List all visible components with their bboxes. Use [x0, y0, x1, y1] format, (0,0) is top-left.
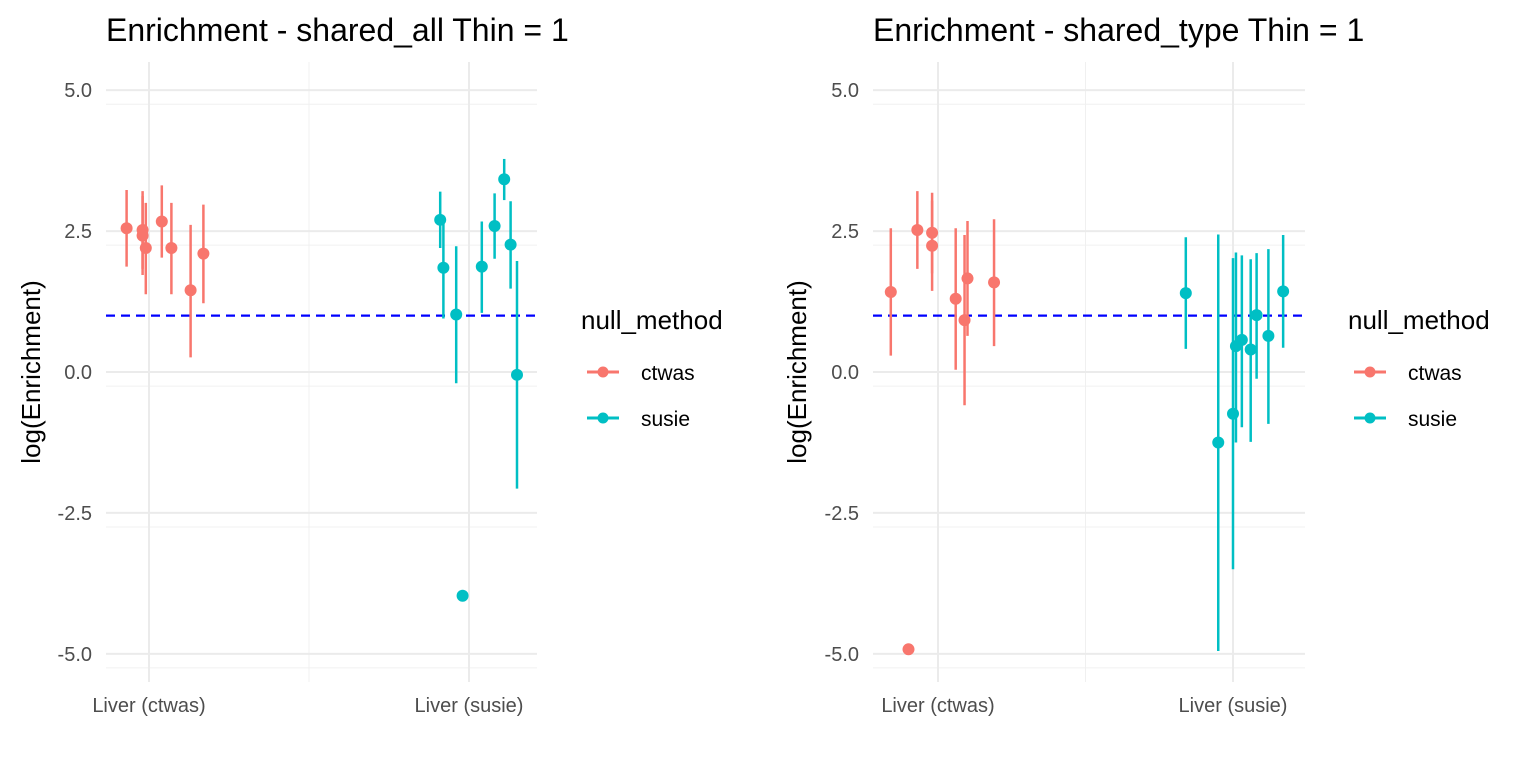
- x-tick-labels: Liver (ctwas) Liver (susie): [92, 695, 523, 717]
- data-marks: [884, 191, 1290, 656]
- data-point: [1244, 343, 1257, 356]
- data-point: [1212, 436, 1225, 449]
- y-tick-label: 5.0: [831, 80, 859, 102]
- series-ctwas: [120, 185, 210, 358]
- data-point: [1179, 287, 1192, 300]
- legend-key-point: [1364, 366, 1376, 378]
- y-tick-label: 5.0: [64, 80, 92, 102]
- data-point: [184, 284, 197, 297]
- data-point: [437, 261, 450, 274]
- x-tick-label: Liver (ctwas): [881, 695, 994, 717]
- y-tick-label: 0.0: [831, 362, 859, 384]
- data-point: [884, 285, 897, 298]
- data-point: [911, 223, 924, 236]
- y-tick-label: -2.5: [58, 503, 92, 525]
- data-point: [926, 239, 939, 252]
- legend-label-susie: susie: [641, 408, 690, 431]
- data-point: [504, 238, 517, 251]
- legend-entry-ctwas: ctwas: [587, 362, 695, 385]
- y-axis-label: log(Enrichment): [782, 280, 812, 464]
- y-tick-label: -5.0: [825, 644, 859, 666]
- legend-title: null_method: [1348, 305, 1490, 335]
- series-susie: [434, 158, 523, 602]
- chart-panel-shared-all: Enrichment - shared_all Thin = 1 log(Enr…: [16, 12, 723, 717]
- data-point: [155, 215, 168, 228]
- x-tick-label: Liver (ctwas): [92, 695, 205, 717]
- legend: null_method ctwas susie: [1348, 305, 1490, 431]
- y-axis-label: log(Enrichment): [16, 280, 46, 464]
- data-point: [456, 589, 469, 602]
- chart-panel-shared-type: Enrichment - shared_type Thin = 1 log(En…: [782, 12, 1490, 717]
- y-tick-label: 2.5: [831, 221, 859, 243]
- legend-key-point: [1364, 412, 1376, 424]
- data-marks: [120, 158, 523, 602]
- data-point: [988, 276, 1001, 289]
- y-tick-label: -5.0: [58, 644, 92, 666]
- y-tick-label: 0.0: [64, 362, 92, 384]
- y-tick-label: -2.5: [825, 503, 859, 525]
- data-point: [1250, 309, 1263, 322]
- legend-label-ctwas: ctwas: [1408, 362, 1462, 385]
- data-point: [1262, 329, 1275, 342]
- legend-entry-ctwas: ctwas: [1354, 362, 1462, 385]
- legend-title: null_method: [581, 305, 723, 335]
- data-point: [961, 272, 974, 285]
- series-ctwas: [884, 191, 1001, 656]
- y-tick-labels: 5.0 2.5 0.0 -2.5 -5.0: [825, 80, 859, 666]
- data-point: [511, 368, 523, 381]
- legend-entry-susie: susie: [1354, 408, 1457, 431]
- gridlines: [873, 62, 1305, 682]
- data-point: [498, 173, 511, 186]
- data-point: [949, 292, 962, 305]
- chart-title: Enrichment - shared_type Thin = 1: [873, 12, 1364, 48]
- x-tick-label: Liver (susie): [415, 695, 524, 717]
- legend: null_method ctwas susie: [581, 305, 723, 431]
- legend-key-point: [597, 412, 609, 424]
- y-tick-label: 2.5: [64, 221, 92, 243]
- data-point: [1277, 285, 1290, 298]
- data-point: [197, 247, 210, 260]
- data-point: [120, 222, 133, 235]
- legend-label-ctwas: ctwas: [641, 362, 695, 385]
- y-tick-labels: 5.0 2.5 0.0 -2.5 -5.0: [58, 80, 92, 666]
- x-tick-label: Liver (susie): [1179, 695, 1288, 717]
- gridlines: [106, 62, 537, 682]
- data-point: [165, 242, 178, 254]
- data-point: [488, 220, 501, 233]
- legend-entry-susie: susie: [587, 408, 690, 431]
- data-point: [139, 242, 152, 254]
- data-point: [475, 260, 488, 273]
- chart-title: Enrichment - shared_all Thin = 1: [106, 12, 569, 48]
- data-point: [902, 643, 915, 656]
- legend-key-point: [597, 366, 609, 378]
- data-point: [450, 308, 463, 321]
- series-susie: [1179, 234, 1290, 651]
- legend-label-susie: susie: [1408, 408, 1457, 431]
- x-tick-labels: Liver (ctwas) Liver (susie): [881, 695, 1287, 717]
- data-point: [1235, 333, 1248, 346]
